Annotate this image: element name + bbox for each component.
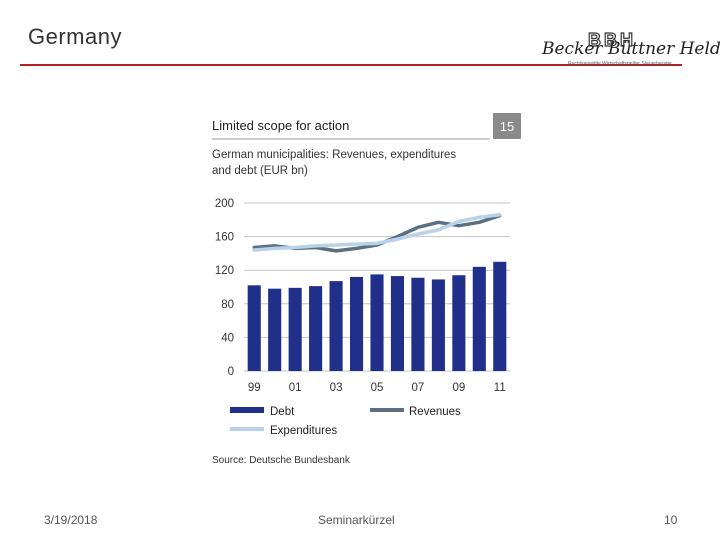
y-tick-label: 40 [221, 332, 234, 344]
bar-debt [411, 277, 425, 371]
y-tick-label: 160 [215, 232, 234, 244]
bar-debt [452, 275, 466, 371]
x-tick-label: 09 [452, 382, 465, 394]
footer-date: 3/19/2018 [44, 513, 98, 527]
logo-subtitle: Rechtsanwälte Wirtschaftsprüfer Steuerbe… [568, 61, 672, 67]
chart-subtitle-line-2: and debt (EUR bn) [212, 165, 308, 177]
legend-label-revenues: Revenues [409, 406, 461, 418]
chart-figure: Limited scope for action 15 German municip… [210, 110, 525, 470]
bar-debt [431, 279, 445, 371]
y-tick-label: 0 [228, 366, 234, 378]
logo-name: Becker Büttner Held [542, 39, 720, 59]
chart-source: Source: Deutsche Bundesbank [212, 455, 351, 466]
bar-debt [268, 288, 282, 371]
legend-swatch-debt [230, 407, 264, 413]
bar-debt [309, 286, 323, 371]
chart-svg: Limited scope for action 15 German municip… [212, 113, 521, 466]
legend-label-debt: Debt [270, 406, 295, 418]
chart-title: Limited scope for action [212, 118, 349, 133]
company-logo: BBH Becker Büttner Held Rechtsanwälte Wi… [540, 29, 720, 70]
title-divider [20, 64, 682, 66]
x-tick-label: 03 [330, 382, 343, 394]
bar-debt [288, 287, 302, 371]
footer-center: Seminarkürzel [318, 513, 395, 527]
x-tick-label: 11 [494, 382, 506, 394]
x-tick-label: 07 [412, 382, 425, 394]
x-tick-label: 99 [248, 382, 261, 394]
bar-debt [247, 285, 261, 371]
figure-number: 15 [500, 119, 514, 134]
y-tick-label: 120 [215, 265, 234, 277]
slide-title: Germany [28, 24, 122, 49]
bar-debt [329, 281, 343, 371]
x-tick-label: 01 [289, 382, 302, 394]
bar-debt [390, 276, 405, 371]
y-tick-label: 200 [215, 198, 234, 210]
x-tick-label: 05 [371, 382, 384, 394]
page-number: 10 [664, 513, 678, 527]
chart-subtitle-line-1: German municipalities: Revenues, expendi… [212, 149, 456, 161]
line-expenditures [252, 213, 502, 252]
bar-debt [472, 266, 486, 371]
bar-debt [370, 274, 384, 371]
logo-mark: BBH [587, 29, 636, 50]
legend-label-expenditures: Expenditures [270, 425, 337, 437]
bar-debt [493, 261, 507, 371]
figure-number-badge [493, 113, 521, 139]
y-tick-label: 80 [221, 299, 234, 311]
bar-debt [349, 276, 364, 371]
